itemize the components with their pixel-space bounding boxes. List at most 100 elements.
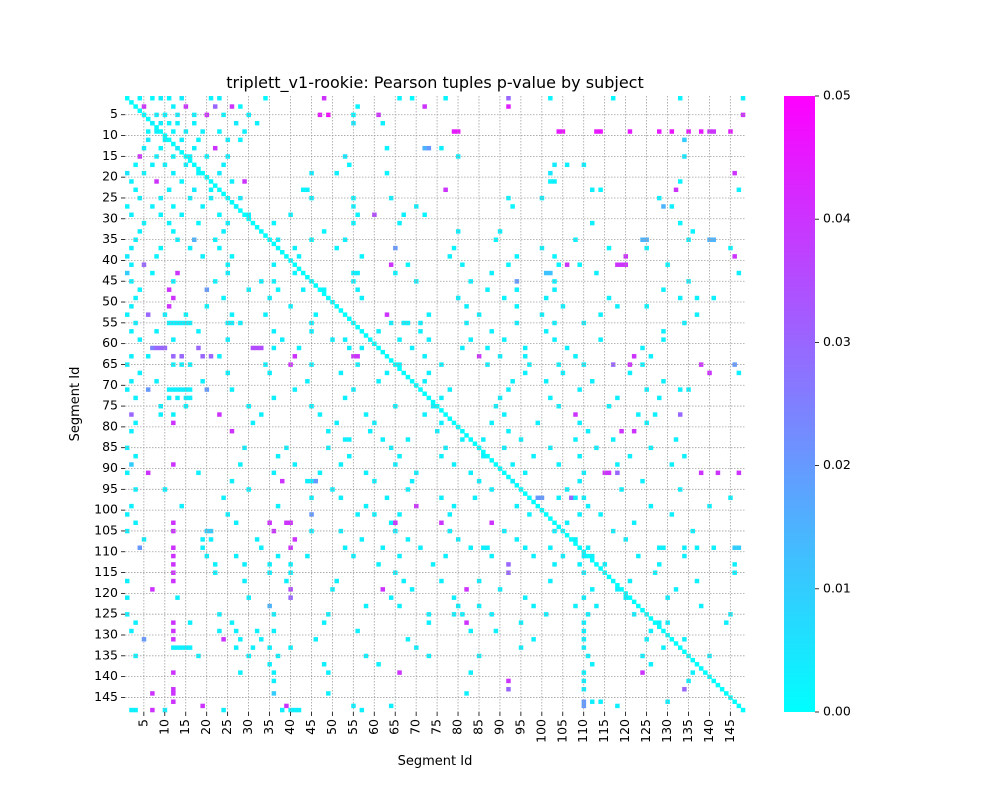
heatmap-cell <box>455 537 461 542</box>
heatmap-cell <box>405 262 411 267</box>
heatmap-cell <box>212 104 218 109</box>
heatmap-cell <box>233 520 239 525</box>
heatmap-cell <box>677 96 683 101</box>
heatmap-cell <box>137 108 143 113</box>
heatmap-cell <box>690 229 696 234</box>
heatmap-cell <box>615 582 620 588</box>
heatmap-cell <box>162 137 168 143</box>
heatmap-cell <box>166 287 172 292</box>
heatmap-cell <box>623 537 628 542</box>
heatmap-cell <box>740 96 746 101</box>
heatmap-cell <box>694 545 700 550</box>
heatmap-cell <box>418 545 423 550</box>
heatmap-cell <box>150 691 155 696</box>
heatmap-cell <box>376 345 381 351</box>
heatmap-cell <box>347 437 352 442</box>
y-tick-label: 85 <box>102 439 118 454</box>
heatmap-cell <box>581 645 587 650</box>
heatmap-cell <box>162 345 168 351</box>
heatmap-cell <box>292 245 298 251</box>
heatmap-cell <box>581 495 587 501</box>
heatmap-cell <box>728 129 733 134</box>
heatmap-cell <box>171 553 176 559</box>
heatmap-cell <box>397 362 402 367</box>
heatmap-cell <box>401 320 406 326</box>
heatmap-cell <box>342 337 348 342</box>
heatmap-cell <box>259 412 264 417</box>
heatmap-cell <box>631 520 637 525</box>
heatmap-cell <box>125 312 130 317</box>
heatmap-cell <box>317 287 323 292</box>
heatmap-cell <box>673 437 679 442</box>
heatmap-cell <box>506 474 511 480</box>
heatmap-cell <box>740 707 746 713</box>
heatmap-cell <box>594 562 599 567</box>
heatmap-cell <box>615 470 620 476</box>
heatmap-cell <box>573 354 578 359</box>
heatmap-cell <box>166 96 172 101</box>
heatmap-cell <box>719 687 725 692</box>
heatmap-cell <box>187 195 193 201</box>
heatmap-cell <box>238 462 243 467</box>
heatmap-cell <box>129 462 134 467</box>
heatmap-cell <box>250 220 256 226</box>
heatmap-cell <box>451 245 457 251</box>
heatmap-cell <box>208 179 214 184</box>
heatmap-grid <box>125 96 745 712</box>
y-tick-label: 135 <box>94 647 118 662</box>
heatmap-cell <box>531 499 536 505</box>
heatmap-cell <box>686 653 691 659</box>
heatmap-cell <box>150 120 155 126</box>
heatmap-cell <box>137 545 143 550</box>
heatmap-cell <box>292 354 298 359</box>
heatmap-cell <box>175 270 180 276</box>
heatmap-cell <box>556 404 561 409</box>
heatmap-cell <box>493 237 499 242</box>
y-tick-label: 55 <box>102 314 118 329</box>
heatmap-cell <box>171 229 176 234</box>
heatmap-cell <box>669 512 675 517</box>
heatmap-cell <box>707 237 712 242</box>
heatmap-cell <box>409 345 415 351</box>
heatmap-cell <box>460 428 465 434</box>
colorbar-tick-label: 0.03 <box>823 334 851 349</box>
heatmap-cell <box>418 387 423 392</box>
heatmap-cell <box>200 354 205 359</box>
heatmap-cell <box>137 287 143 292</box>
y-tick-label: 45 <box>102 273 118 288</box>
heatmap-cell <box>133 487 138 492</box>
heatmap-cell <box>543 270 549 276</box>
heatmap-cell <box>242 445 247 451</box>
heatmap-cell <box>154 125 159 130</box>
heatmap-cell <box>259 637 264 642</box>
heatmap-cell <box>183 104 189 109</box>
heatmap-cell <box>581 470 587 476</box>
heatmap-cell <box>531 453 536 459</box>
heatmap-cell <box>284 254 289 259</box>
heatmap-cell <box>694 295 700 301</box>
heatmap-cell <box>581 620 587 625</box>
heatmap-cell <box>158 129 163 134</box>
heatmap-cell <box>271 678 277 684</box>
heatmap-cell <box>292 537 298 542</box>
heatmap-cell <box>690 657 696 663</box>
heatmap-cell <box>380 437 386 442</box>
heatmap-cell <box>125 595 130 600</box>
heatmap-cell <box>204 287 210 292</box>
heatmap-cell <box>485 362 490 367</box>
heatmap-cell <box>217 187 222 193</box>
heatmap-cell <box>171 412 176 417</box>
heatmap-cell <box>481 453 486 459</box>
heatmap-cell <box>175 395 180 401</box>
heatmap-cell <box>171 387 176 392</box>
heatmap-cell <box>317 470 323 476</box>
heatmap-cell <box>610 528 616 534</box>
heatmap-cell <box>280 337 285 342</box>
heatmap-cell <box>137 370 143 376</box>
heatmap-cell <box>254 628 260 634</box>
heatmap-cell <box>594 603 599 609</box>
heatmap-cell <box>342 545 348 550</box>
heatmap-cell <box>208 195 214 201</box>
heatmap-cell <box>631 612 637 617</box>
